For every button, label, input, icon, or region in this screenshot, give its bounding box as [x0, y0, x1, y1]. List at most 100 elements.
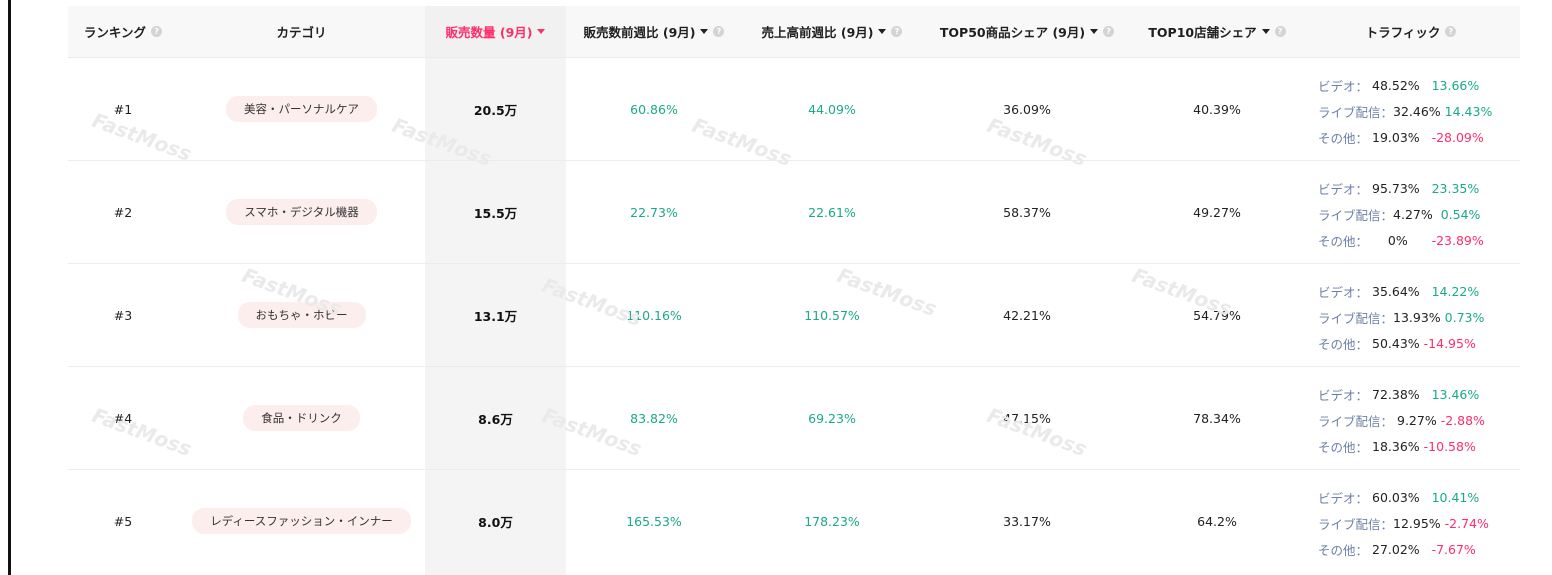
- category-cell: 美容・パーソナルケア: [178, 58, 425, 160]
- header-sales-wow-sort[interactable]: 販売数前週比 (9月) ?: [566, 6, 742, 57]
- traffic-cell: ビデオ： 60.03% 10.41% ライブ配信： 12.95% -2.74% そ…: [1318, 484, 1520, 562]
- category-tag[interactable]: スマホ・デジタル機器: [226, 199, 377, 225]
- table-header: ランキング ? カテゴリ 販売数量 (9月) 販売数前週比 (9月) ? 売上高…: [68, 6, 1520, 58]
- traffic-value: 9.27%: [1397, 412, 1437, 428]
- traffic-label: ビデオ：: [1318, 387, 1369, 403]
- traffic-label: ライブ配信：: [1318, 310, 1394, 326]
- category-tag[interactable]: 食品・ドリンク: [243, 405, 360, 431]
- help-icon[interactable]: ?: [1445, 26, 1457, 37]
- traffic-label: ライブ配信：: [1318, 413, 1394, 429]
- header-revenue-wow-label: 売上高前週比 (9月): [761, 25, 874, 40]
- top10-share-cell: 49.27%: [1193, 204, 1241, 220]
- category-cell: 食品・ドリンク: [178, 367, 425, 469]
- header-top50-label: TOP50商品シェア (9月): [939, 25, 1086, 40]
- traffic-video: ビデオ： 72.38% 13.46%: [1318, 381, 1520, 407]
- traffic-label: ライブ配信：: [1318, 207, 1394, 223]
- table-row[interactable]: #4 食品・ドリンク 8.6万 83.82% 69.23% 47.15% 78.…: [68, 367, 1520, 470]
- top50-share-cell: 58.37%: [1003, 204, 1051, 220]
- header-top50-sort[interactable]: TOP50商品シェア (9月) ?: [922, 6, 1132, 57]
- help-icon[interactable]: ?: [151, 26, 163, 37]
- traffic-live: ライブ配信： 13.93% 0.73%: [1318, 304, 1520, 330]
- traffic-live: ライブ配信： 12.95% -2.74%: [1318, 510, 1520, 536]
- traffic-change: 23.35%: [1431, 180, 1480, 196]
- traffic-change: -10.58%: [1423, 438, 1476, 454]
- traffic-value: 13.93%: [1393, 309, 1441, 325]
- table-row[interactable]: #2 スマホ・デジタル機器 15.5万 22.73% 22.61% 58.37%…: [68, 161, 1520, 264]
- top50-share-cell: 36.09%: [1003, 101, 1051, 117]
- traffic-other: その他： 18.36% -10.58%: [1318, 433, 1520, 459]
- header-top10-sort[interactable]: TOP10店舗シェア ?: [1132, 6, 1302, 57]
- traffic-value: 0%: [1387, 232, 1408, 248]
- traffic-value: 48.52%: [1372, 77, 1420, 93]
- left-border: [8, 0, 11, 575]
- traffic-other: その他： 19.03% -28.09%: [1318, 124, 1520, 150]
- traffic-other: その他： 0% -23.89%: [1318, 227, 1520, 253]
- top10-share-cell: 64.2%: [1197, 513, 1237, 529]
- top10-share-cell: 40.39%: [1193, 101, 1241, 117]
- revenue-wow-cell: 178.23%: [804, 513, 860, 529]
- traffic-cell: ビデオ： 95.73% 23.35% ライブ配信： 4.27% 0.54% その他…: [1318, 175, 1520, 253]
- header-sales-sort[interactable]: 販売数量 (9月): [425, 6, 566, 57]
- category-cell: レディースファッション・インナー: [178, 470, 425, 572]
- help-icon[interactable]: ?: [1274, 26, 1286, 37]
- sales-wow-cell: 83.82%: [630, 410, 678, 426]
- traffic-label: その他：: [1318, 130, 1369, 146]
- help-icon[interactable]: ?: [891, 26, 903, 37]
- traffic-change: 0.54%: [1440, 206, 1481, 222]
- category-tag[interactable]: 美容・パーソナルケア: [226, 96, 377, 122]
- sort-desc-icon: [537, 29, 546, 34]
- top50-share-cell: 42.21%: [1003, 307, 1051, 323]
- traffic-change: 14.43%: [1444, 103, 1493, 119]
- traffic-change: 0.73%: [1444, 309, 1485, 325]
- rank-cell: #3: [113, 307, 133, 323]
- traffic-change: -14.95%: [1423, 335, 1476, 351]
- help-icon[interactable]: ?: [1103, 26, 1115, 37]
- category-tag[interactable]: おもちゃ・ホビー: [237, 302, 366, 328]
- category-ranking-table: ランキング ? カテゴリ 販売数量 (9月) 販売数前週比 (9月) ? 売上高…: [68, 6, 1520, 575]
- table-row[interactable]: #5 レディースファッション・インナー 8.0万 165.53% 178.23%…: [68, 470, 1520, 572]
- table-row[interactable]: #3 おもちゃ・ホビー 13.1万 110.16% 110.57% 42.21%…: [68, 264, 1520, 367]
- traffic-video: ビデオ： 95.73% 23.35%: [1318, 175, 1520, 201]
- traffic-video: ビデオ： 48.52% 13.66%: [1318, 72, 1520, 98]
- sorted-column-highlight: [425, 6, 566, 575]
- traffic-change: -23.89%: [1431, 232, 1484, 248]
- table-row[interactable]: #1 美容・パーソナルケア 20.5万 60.86% 44.09% 36.09%…: [68, 58, 1520, 161]
- traffic-label: ビデオ：: [1318, 284, 1369, 300]
- traffic-change: 13.46%: [1431, 386, 1480, 402]
- header-ranking-label: ランキング: [83, 25, 147, 40]
- rank-cell: #4: [113, 410, 133, 426]
- traffic-value: 19.03%: [1372, 129, 1420, 145]
- help-icon[interactable]: ?: [713, 26, 725, 37]
- traffic-value: 27.02%: [1372, 541, 1420, 557]
- traffic-change: -28.09%: [1431, 129, 1484, 145]
- sales-cell: 13.1万: [473, 308, 518, 324]
- traffic-video: ビデオ： 35.64% 14.22%: [1318, 278, 1520, 304]
- top50-share-cell: 47.15%: [1003, 410, 1051, 426]
- header-sales-label: 販売数量 (9月): [445, 25, 533, 40]
- traffic-live: ライブ配信： 32.46% 14.43%: [1318, 98, 1520, 124]
- header-category-label: カテゴリ: [276, 25, 327, 40]
- rank-cell: #1: [113, 101, 133, 117]
- rank-cell: #2: [113, 204, 133, 220]
- traffic-other: その他： 27.02% -7.67%: [1318, 536, 1520, 562]
- category-cell: おもちゃ・ホビー: [178, 264, 425, 366]
- category-tag[interactable]: レディースファッション・インナー: [192, 508, 411, 534]
- header-traffic: トラフィック ?: [1302, 6, 1520, 57]
- traffic-change: -2.74%: [1444, 515, 1489, 531]
- traffic-live: ライブ配信： 4.27% 0.54%: [1318, 201, 1520, 227]
- traffic-value: 12.95%: [1393, 515, 1441, 531]
- traffic-value: 4.27%: [1393, 206, 1433, 222]
- traffic-cell: ビデオ： 35.64% 14.22% ライブ配信： 13.93% 0.73% その…: [1318, 278, 1520, 356]
- traffic-label: その他：: [1318, 542, 1369, 558]
- traffic-change: 13.66%: [1431, 77, 1480, 93]
- sales-wow-cell: 110.16%: [626, 307, 682, 323]
- sales-wow-cell: 165.53%: [626, 513, 682, 529]
- traffic-live: ライブ配信： 9.27% -2.88%: [1318, 407, 1520, 433]
- top10-share-cell: 54.79%: [1193, 307, 1241, 323]
- category-cell: スマホ・デジタル機器: [178, 161, 425, 263]
- sort-desc-icon: [878, 29, 887, 34]
- header-traffic-label: トラフィック: [1365, 25, 1441, 40]
- header-category: カテゴリ: [178, 6, 425, 57]
- header-revenue-wow-sort[interactable]: 売上高前週比 (9月) ?: [742, 6, 922, 57]
- traffic-label: その他：: [1318, 336, 1369, 352]
